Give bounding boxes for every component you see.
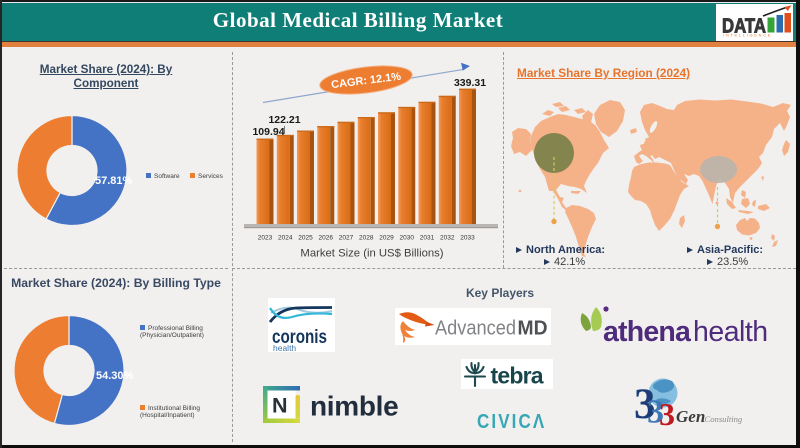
svg-text:Market Size (in US$ Billions): Market Size (in US$ Billions) <box>300 248 443 260</box>
svg-text:Gen: Gen <box>676 407 705 426</box>
svg-text:2031: 2031 <box>420 235 435 242</box>
svg-text:2024: 2024 <box>278 235 293 242</box>
svg-text:nimble: nimble <box>310 391 398 422</box>
svg-text:Consulting: Consulting <box>705 414 743 424</box>
svg-text:122.21: 122.21 <box>268 114 300 126</box>
svg-text:2033: 2033 <box>460 235 475 242</box>
svg-text:athena: athena <box>603 316 692 348</box>
svg-text:MD: MD <box>518 318 548 340</box>
svg-text:2026: 2026 <box>319 235 334 242</box>
svg-text:coronis: coronis <box>272 327 327 348</box>
svg-text:2029: 2029 <box>379 235 394 242</box>
svg-text:2028: 2028 <box>359 235 374 242</box>
svg-text:Advanced: Advanced <box>435 318 516 340</box>
svg-text:339.31: 339.31 <box>454 77 486 89</box>
svg-text:3: 3 <box>659 396 675 428</box>
svg-text:2023: 2023 <box>258 235 273 242</box>
svg-text:2032: 2032 <box>440 235 455 242</box>
svg-text:health: health <box>273 343 296 352</box>
svg-text:2027: 2027 <box>339 235 354 242</box>
svg-text:INTELLIGENCE: INTELLIGENCE <box>723 32 772 37</box>
svg-text:3: 3 <box>634 381 656 428</box>
svg-text:109.94: 109.94 <box>252 126 284 138</box>
svg-text:tebra: tebra <box>491 363 544 389</box>
svg-text:3: 3 <box>647 394 664 429</box>
svg-text:DATA: DATA <box>722 16 766 38</box>
svg-text:health: health <box>693 316 768 348</box>
svg-text:2025: 2025 <box>298 235 313 242</box>
svg-text:N: N <box>272 394 288 418</box>
svg-text:2030: 2030 <box>400 235 415 242</box>
